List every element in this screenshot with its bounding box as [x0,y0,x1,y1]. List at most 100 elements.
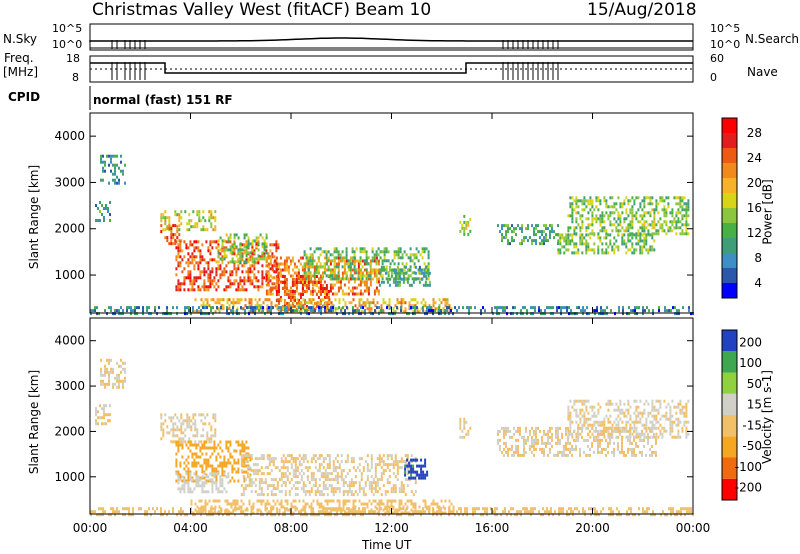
power-cell [395,250,398,254]
velocity-cell [426,473,429,477]
power-cell [619,229,622,233]
power-cell [331,277,334,281]
velocity-cell [168,431,171,435]
power-cell [257,248,260,252]
power-cell [623,220,626,224]
power-cell [254,312,256,316]
velocity-cell [288,508,291,512]
power-cell [385,277,388,281]
velocity-cell [563,450,565,454]
power-cell [400,301,403,305]
velocity-cell [575,444,577,448]
power-cell [310,301,313,305]
power-cell [571,196,574,200]
power-cell [347,265,350,269]
velocity-cell [170,419,173,423]
power-cell [613,242,616,246]
power-cell [170,236,173,240]
power-cell [541,242,543,246]
velocity-cell [577,414,580,418]
power-cell [623,217,626,221]
velocity-cell [231,455,234,459]
power-cell [366,298,369,302]
power-cell [371,268,374,272]
velocity-cell [404,467,407,471]
power-cell [166,227,169,231]
power-cell [672,306,674,310]
power-cell [313,271,316,275]
velocity-cell [541,441,543,445]
power-cell [328,307,331,311]
power-cell [509,227,511,231]
power-cell [283,290,286,293]
velocity-cell [221,481,224,485]
velocity-cell [617,441,619,445]
power-cell [243,264,246,268]
power-cell [440,312,442,316]
power-cell [641,245,644,249]
power-cell [675,223,678,227]
velocity-cell [240,463,243,467]
power-cell [390,271,393,275]
velocity-cell [619,432,621,436]
velocity-cell [547,429,549,433]
velocity-cell [591,408,594,412]
velocity-cell [424,473,427,477]
power-cell [649,223,652,227]
velocity-cell [282,511,285,515]
velocity-cell [340,469,343,473]
power-cell [651,245,654,249]
velocity-cell [633,450,635,454]
velocity-cell [106,382,108,386]
power-cell [617,229,620,233]
velocity-cell [655,426,657,430]
velocity-cell [342,499,345,503]
power-cell [400,309,402,313]
power-cell [639,232,642,236]
power-cell [556,309,558,313]
power-cell [420,277,423,281]
velocity-cell [601,429,604,433]
power-cell [225,240,228,244]
power-cell [371,271,374,275]
velocity-cell [198,413,201,417]
velocity-cell [162,434,165,438]
velocity-cell [310,472,313,476]
power-cell [233,249,236,253]
power-cell [378,306,380,310]
velocity-cell [187,467,190,471]
power-cell [232,306,234,310]
power-cell [375,289,378,293]
power-cell [102,166,104,170]
power-cell [285,262,288,266]
power-cell [643,229,646,233]
power-cell [277,267,280,271]
velocity-cell [412,464,415,468]
power-cell [685,211,688,215]
velocity-cell [108,376,110,380]
power-cell [609,223,612,227]
velocity-cell [627,408,630,412]
velocity-cell [627,438,629,442]
velocity-cell [260,478,263,482]
velocity-cell [292,472,295,476]
power-cell [634,309,636,313]
velocity-cell [551,432,553,436]
velocity-cell [651,399,654,403]
velocity-cell [370,454,373,458]
power-cell [469,229,472,233]
velocity-cell [203,461,206,465]
power-cell [301,287,304,290]
velocity-cell [270,469,273,473]
power-cell [261,264,264,268]
velocity-cell [394,484,397,488]
power-cell [599,239,602,243]
power-cell [237,288,240,292]
velocity-cell [382,469,385,473]
velocity-cell [497,432,499,436]
velocity-cell [120,379,122,383]
power-cell [310,309,312,313]
power-cell [604,312,606,316]
power-cell [305,271,308,275]
power-cell [351,262,354,266]
